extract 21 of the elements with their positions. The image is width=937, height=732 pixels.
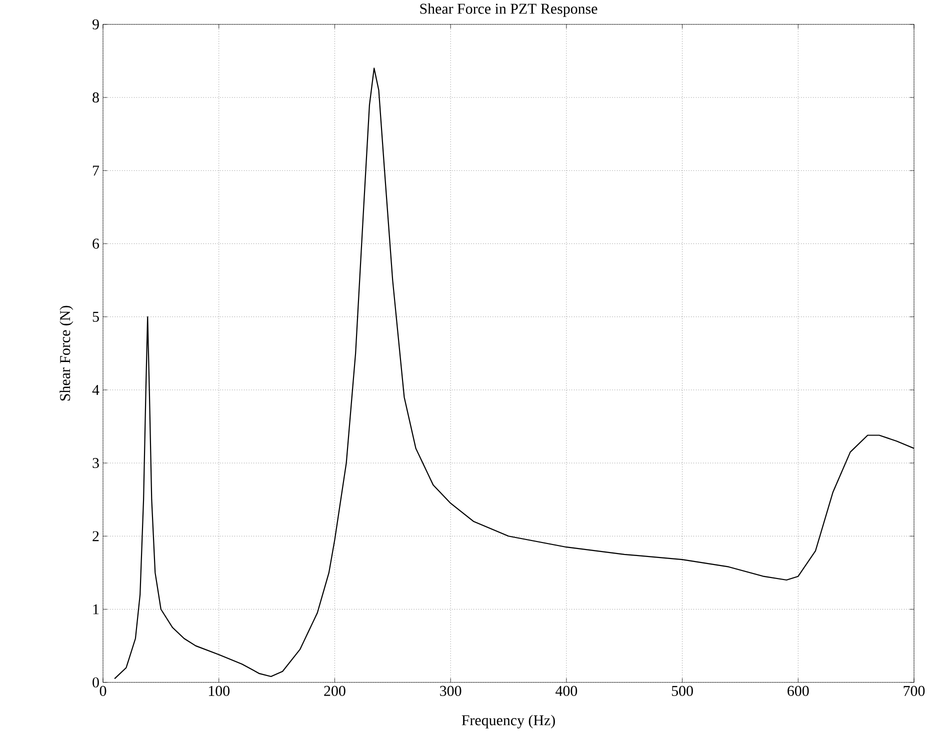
y-tick-label: 7 xyxy=(93,166,100,176)
y-tick-label: 0 xyxy=(92,677,99,688)
x-tick-label: 600 xyxy=(788,686,809,696)
x-tick-label: 400 xyxy=(556,686,578,696)
y-tick-label: 2 xyxy=(92,531,99,542)
y-tick-label: 9 xyxy=(92,19,99,30)
y-tick-label: 5 xyxy=(92,312,99,322)
x-tick-label: 100 xyxy=(208,686,230,696)
x-axis-title: Frequency (Hz) xyxy=(462,714,555,729)
chart-title: Shear Force in PZT Response xyxy=(420,3,598,18)
x-tick-label: 0 xyxy=(100,686,106,696)
y-axis-title: Shear Force (N) xyxy=(60,306,74,401)
x-tick-label: 700 xyxy=(904,686,925,696)
y-tick-label: 6 xyxy=(92,238,100,249)
x-tick-label: 200 xyxy=(324,686,346,696)
x-tick-label: 500 xyxy=(672,686,693,696)
y-tick-label: 4 xyxy=(92,385,100,395)
y-tick-label: 8 xyxy=(92,92,99,103)
x-tick-label: 300 xyxy=(440,686,462,696)
y-tick-label: 3 xyxy=(92,458,99,468)
y-tick-label: 1 xyxy=(93,604,99,614)
